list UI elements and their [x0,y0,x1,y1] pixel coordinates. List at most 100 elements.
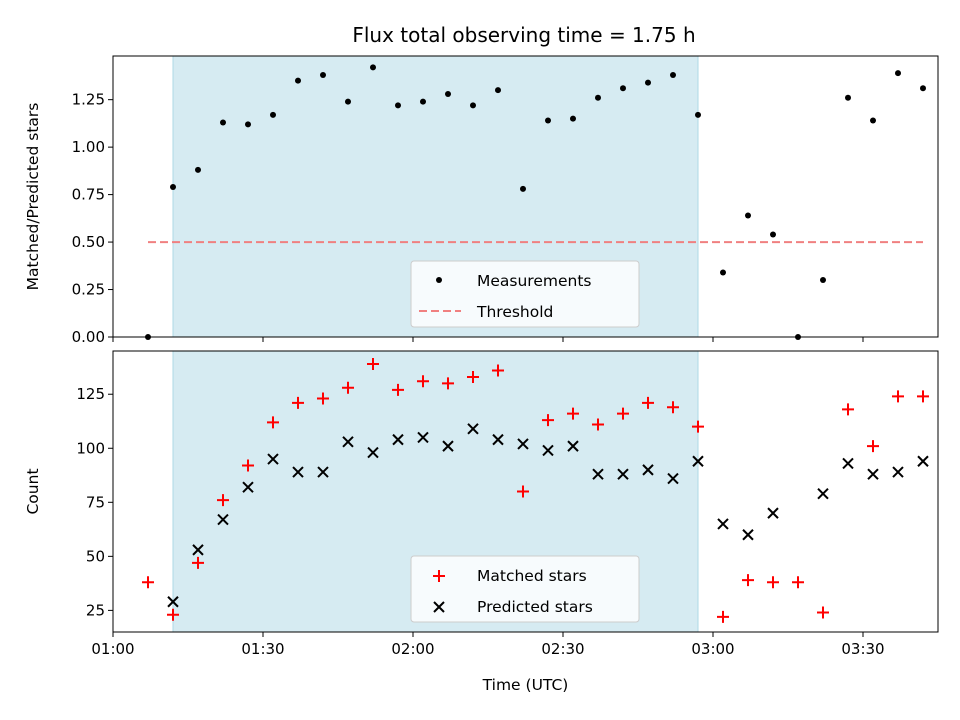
predicted-star-point [542,444,554,457]
measurement-point [395,102,401,109]
legend-label: Matched stars [477,567,587,585]
matched-star-point [717,610,729,623]
y-tick-label: 1.25 [72,91,105,109]
matched-star-point [817,606,829,619]
y-tick-label: 0.25 [72,281,105,299]
matched-star-point [792,576,804,589]
predicted-star-point [842,457,854,470]
y-tick-label: 50 [86,547,105,565]
x-tick-label: 03:00 [691,640,734,658]
legend-label: Threshold [476,303,553,321]
measurement-point [770,231,776,238]
predicted-star-point [817,487,829,500]
predicted-star-point [667,472,679,485]
measurement-point [345,98,351,105]
measurement-point [645,79,651,86]
measurement-point [245,121,251,128]
legend-label: Predicted stars [477,598,593,616]
matched-star-point [892,390,904,403]
matched-star-point [917,390,929,403]
predicted-star-point [417,431,429,444]
legend-marker-plus [433,570,445,582]
matched-star-point [442,377,454,390]
bottom-panel: 25 50 75 100 125 01:00 01:30 02:00 02:30 03:00 03:… [24,350,939,694]
matched-star-point [217,494,229,507]
y-tick-label: 0.75 [72,186,105,204]
x-tick-label: 03:30 [841,640,884,658]
measurement-point [745,212,751,219]
matched-star-point [542,414,554,427]
predicted-star-point [292,466,304,478]
matched-star-point [617,407,629,420]
predicted-star-point [217,513,229,526]
predicted-star-point [267,453,279,465]
matched-star-point [742,574,754,587]
predicted-star-point [167,596,179,608]
legend-label: Measurements [477,272,592,290]
predicted-star-point [392,433,404,446]
predicted-star-point [617,468,629,480]
predicted-star-point [742,529,754,541]
matched-star-point [242,459,254,472]
axes-frame [112,55,939,338]
matched-star-point [642,396,654,409]
predicted-star-point [192,544,204,556]
predicted-star-point [892,466,904,478]
matched-star-point [492,364,504,377]
matched-star-point [567,407,579,420]
legend-marker-dot [436,277,442,283]
measurement-point [320,71,326,78]
chart-title: Flux total observing time = 1.75 h [352,23,695,47]
y-axis-label: Matched/Predicted stars [24,103,42,291]
matched-star-point [317,392,329,405]
predicted-star-point [717,518,729,530]
x-tick-label: 02:00 [391,640,434,658]
measurement-point [220,119,226,126]
matched-star-point [667,401,679,414]
predicted-star-point [342,436,354,448]
axes-frame [112,350,939,633]
x-tick-label: 01:30 [241,640,284,658]
x-axis-label: Time (UTC) [482,676,569,694]
measurement-point [595,94,601,101]
measurement-point [920,85,926,92]
matched-star-point [267,416,279,429]
legend-box [410,260,640,328]
predicted-star-point [467,423,479,435]
predicted-star-point [317,466,329,478]
y-tick-label: 0.00 [72,328,105,346]
predicted-star-point [492,433,504,446]
top-panel: 0.00 0.25 0.50 0.75 1.00 1.25 Matched/Predicte… [24,55,939,346]
legend-box [410,555,640,623]
predicted-star-point [642,464,654,476]
measurement-point [720,269,726,276]
predicted-star-point [442,440,454,452]
predicted-star-point [867,468,879,480]
measurement-point [545,117,551,124]
matched-star-point [192,556,204,569]
matched-star-point [867,440,879,453]
predicted-star-point [567,440,579,452]
matched-star-point [167,608,179,621]
measurement-point [170,184,176,191]
measurement-point [420,98,426,105]
predicted-star-point [517,438,529,450]
y-tick-label: 100 [76,439,105,457]
y-tick-label: 0.50 [72,233,105,251]
matched-star-point [467,370,479,383]
matched-star-point [417,375,429,388]
y-tick-label: 25 [86,601,105,619]
measurement-point [495,87,501,94]
measurement-point [870,117,876,124]
measurement-point [445,90,451,97]
matched-star-point [842,403,854,416]
legend-marker-x [433,601,445,613]
matched-star-point [517,485,529,498]
measurement-point [695,111,701,118]
matched-star-point [392,383,404,396]
y-tick-label: 1.00 [72,138,105,156]
predicted-star-point [692,455,704,467]
x-tick-label: 01:00 [91,640,134,658]
measurement-point [820,277,826,284]
matched-star-point [592,418,604,431]
